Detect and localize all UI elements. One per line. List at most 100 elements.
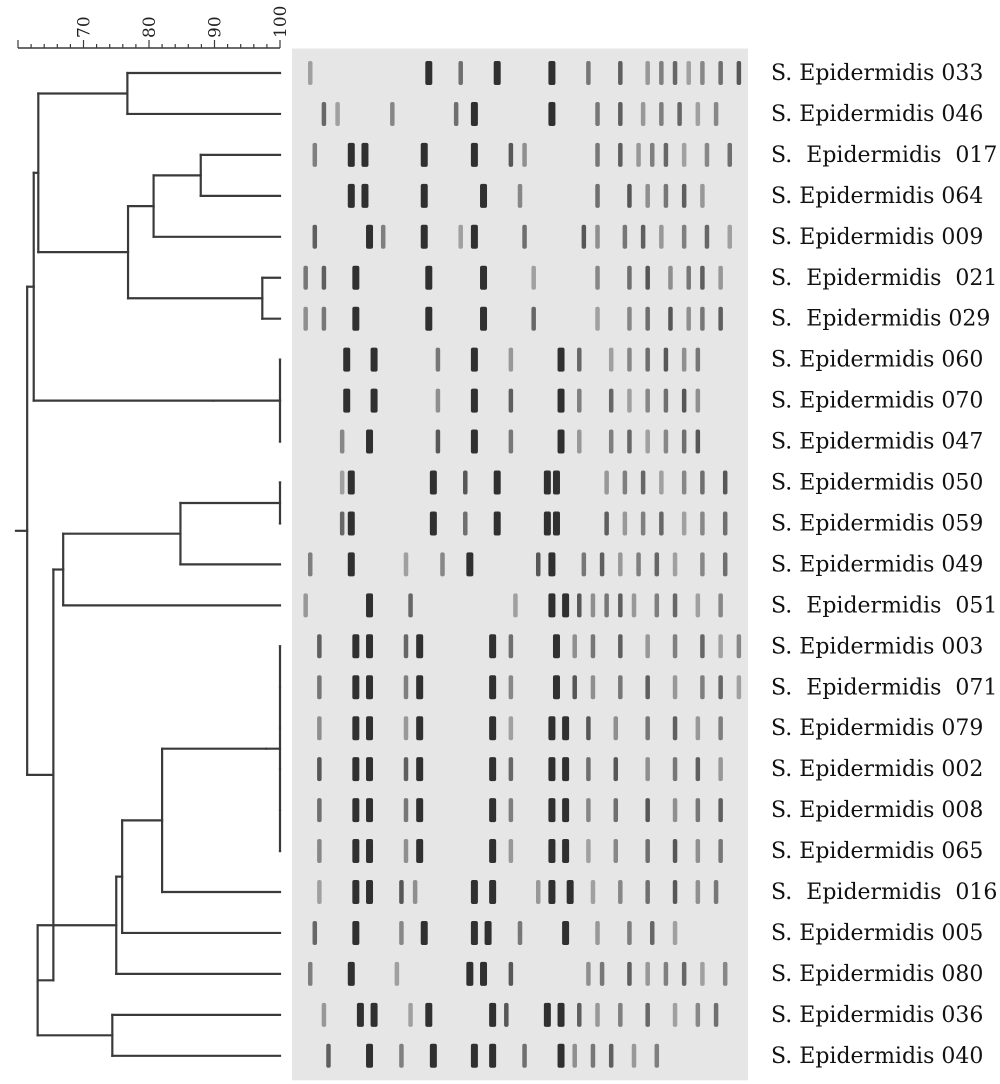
- gel-band: [557, 388, 565, 413]
- gel-band: [470, 880, 478, 904]
- gel-band: [366, 675, 374, 700]
- gel-band: [366, 224, 374, 249]
- gel-band: [352, 716, 360, 741]
- dendrogram-tree: [14, 71, 282, 1057]
- gel-band: [645, 757, 650, 782]
- gel-band: [312, 920, 318, 945]
- gel-band: [390, 101, 395, 126]
- gel-band: [352, 798, 360, 823]
- isolate-label: S. Epidermidis 033: [771, 61, 983, 86]
- gel-band: [695, 429, 701, 454]
- gel-band: [672, 716, 678, 741]
- gel-band: [659, 470, 664, 495]
- gel-band: [663, 429, 669, 454]
- gel-band: [489, 1043, 497, 1068]
- gel-band: [566, 880, 574, 904]
- gel-band: [590, 880, 596, 904]
- gel-band: [618, 675, 623, 700]
- gel-band: [543, 511, 551, 536]
- gel-band: [321, 1002, 327, 1027]
- gel-band: [339, 470, 345, 495]
- gel-band: [672, 798, 678, 823]
- gel-band: [562, 757, 570, 782]
- gel-band: [347, 142, 355, 167]
- gel-band: [645, 347, 650, 372]
- gel-band: [557, 1043, 565, 1068]
- gel-band: [522, 142, 527, 167]
- gel-band: [463, 470, 468, 495]
- gel-band: [640, 470, 646, 495]
- gel-band: [713, 880, 719, 904]
- gel-band: [552, 675, 560, 700]
- gel-band: [317, 798, 322, 823]
- gel-band: [672, 593, 678, 618]
- gel-band: [548, 101, 556, 126]
- gel-band: [347, 961, 355, 986]
- gel-band: [435, 347, 441, 372]
- gel-band: [470, 347, 478, 372]
- gel-band: [420, 142, 428, 167]
- gel-band: [586, 798, 591, 823]
- gel-band: [403, 716, 409, 741]
- gel-band: [595, 920, 600, 945]
- gel-band: [663, 183, 669, 208]
- gel-band: [586, 61, 591, 85]
- gel-band: [677, 101, 682, 126]
- gel-band: [627, 920, 632, 945]
- gel-band: [645, 265, 650, 290]
- gel-band: [586, 839, 591, 864]
- gel-band: [493, 470, 501, 495]
- gel-band: [429, 511, 437, 536]
- gel-band: [672, 634, 678, 659]
- gel-band: [366, 798, 374, 823]
- gel-band: [590, 634, 596, 659]
- gel-band: [326, 1043, 331, 1068]
- gel-band: [352, 675, 360, 700]
- gel-band: [700, 675, 705, 700]
- gel-band: [736, 61, 742, 85]
- gel-band: [672, 61, 678, 85]
- gel-band: [453, 101, 459, 126]
- gel-band: [562, 716, 570, 741]
- gel-band: [590, 1043, 596, 1068]
- gel-band: [548, 757, 556, 782]
- gel-band: [654, 1043, 660, 1068]
- gel-band: [627, 265, 632, 290]
- gel-band: [366, 634, 374, 659]
- gel-band: [466, 961, 474, 986]
- gel-band: [403, 634, 409, 659]
- gel-band: [659, 224, 664, 249]
- gel-band: [577, 593, 582, 618]
- gel-band: [303, 265, 308, 290]
- isolate-label: S. Epidermidis 071: [771, 675, 997, 700]
- isolate-label: S. Epidermidis 021: [771, 266, 997, 291]
- gel-band: [425, 1002, 433, 1027]
- gel-band: [736, 634, 742, 659]
- gel-band: [649, 142, 655, 167]
- gel-band: [700, 470, 705, 495]
- gel-band: [695, 716, 701, 741]
- gel-band: [425, 61, 433, 85]
- gel-band: [577, 429, 582, 454]
- gel-band: [470, 388, 478, 413]
- gel-band: [366, 593, 374, 618]
- gel-band: [613, 839, 619, 864]
- gel-band: [489, 798, 497, 823]
- gel-band: [659, 61, 664, 85]
- gel-band: [727, 224, 733, 249]
- scale-tick-label: 80: [140, 16, 160, 38]
- gel-band: [425, 265, 433, 290]
- gel-band: [622, 470, 628, 495]
- isolate-label: S. Epidermidis 036: [771, 1003, 983, 1028]
- gel-band: [695, 880, 701, 904]
- gel-band: [343, 347, 351, 372]
- gel-band: [713, 101, 719, 126]
- gel-band: [627, 183, 632, 208]
- gel-band: [370, 1002, 378, 1027]
- gel-band: [636, 142, 641, 167]
- gel-band: [718, 839, 723, 864]
- gel-band: [484, 920, 492, 945]
- gel-band: [347, 552, 355, 577]
- gel-band: [435, 429, 441, 454]
- gel-band: [586, 716, 591, 741]
